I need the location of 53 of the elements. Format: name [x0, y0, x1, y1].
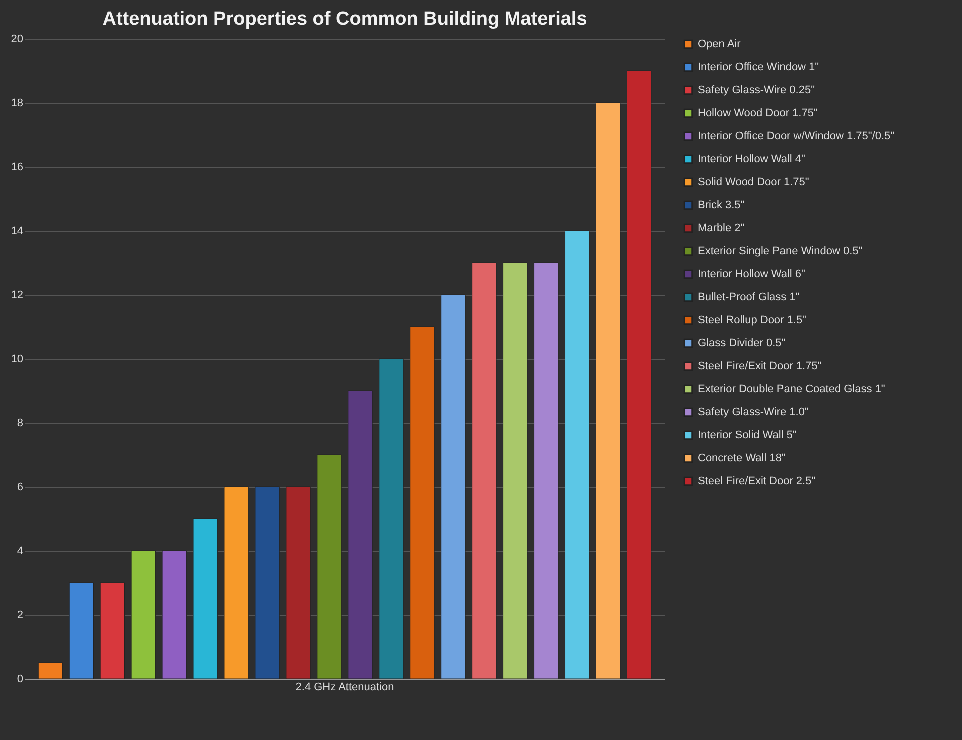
y-tick-label: 10 — [11, 354, 24, 366]
legend-label: Interior Solid Wall 5" — [698, 430, 797, 442]
x-tick-label: 2.4 GHz Attenuation — [296, 682, 394, 694]
bar — [317, 454, 342, 680]
bar — [534, 262, 559, 680]
legend-label: Steel Rollup Door 1.5" — [698, 314, 807, 326]
y-tick-label: 12 — [11, 290, 24, 302]
y-tick-label: 16 — [11, 162, 24, 174]
legend-label: Hollow Wood Door 1.75" — [698, 108, 818, 120]
bar — [69, 582, 94, 680]
legend-label: Bullet-Proof Glass 1" — [698, 292, 800, 304]
bar — [596, 102, 621, 680]
y-tick-label: 20 — [11, 34, 24, 46]
legend-label: Concrete Wall 18" — [698, 452, 786, 464]
legend-label: Marble 2" — [698, 222, 745, 234]
bar — [441, 294, 466, 680]
bar — [100, 582, 125, 680]
y-tick-label: 18 — [11, 98, 24, 110]
y-tick-label: 14 — [11, 226, 24, 238]
bar — [255, 486, 280, 680]
bar — [193, 518, 218, 680]
legend-label: Steel Fire/Exit Door 1.75" — [698, 360, 822, 372]
bar — [38, 662, 64, 680]
bar — [379, 358, 404, 680]
legend-label: Glass Divider 0.5" — [698, 338, 786, 350]
bar — [162, 550, 187, 680]
legend-label: Safety Glass-Wire 0.25" — [698, 84, 816, 96]
legend-label: Solid Wood Door 1.75" — [698, 176, 810, 188]
chart-title: Attenuation Properties of Common Building Materials — [102, 9, 588, 30]
bar — [503, 262, 528, 680]
y-tick-label: 0 — [17, 674, 24, 686]
y-tick-label: 2 — [17, 610, 24, 622]
legend-label: Steel Fire/Exit Door 2.5" — [698, 476, 816, 488]
legend-label: Exterior Single Pane Window 0.5" — [698, 246, 863, 258]
legend-label: Interior Office Door w/Window 1.75"/0.5" — [698, 130, 895, 142]
y-tick-label: 6 — [17, 482, 24, 494]
bar — [348, 390, 373, 680]
legend-label: Exterior Double Pane Coated Glass 1" — [698, 384, 886, 396]
bar — [565, 230, 590, 680]
bar — [472, 262, 497, 680]
bar — [410, 326, 435, 680]
y-tick-label: 8 — [17, 418, 24, 430]
legend-label: Open Air — [698, 38, 742, 50]
bar — [224, 486, 249, 680]
bar — [286, 486, 311, 680]
bar — [626, 70, 652, 680]
y-tick-label: 4 — [17, 546, 24, 558]
legend-label: Interior Hollow Wall 6" — [698, 268, 806, 280]
legend-label: Safety Glass-Wire 1.0" — [698, 406, 809, 418]
legend-label: Interior Hollow Wall 4" — [698, 154, 806, 166]
bar — [131, 550, 156, 680]
legend-label: Brick 3.5" — [698, 200, 745, 212]
legend-label: Interior Office Window 1" — [698, 62, 820, 74]
